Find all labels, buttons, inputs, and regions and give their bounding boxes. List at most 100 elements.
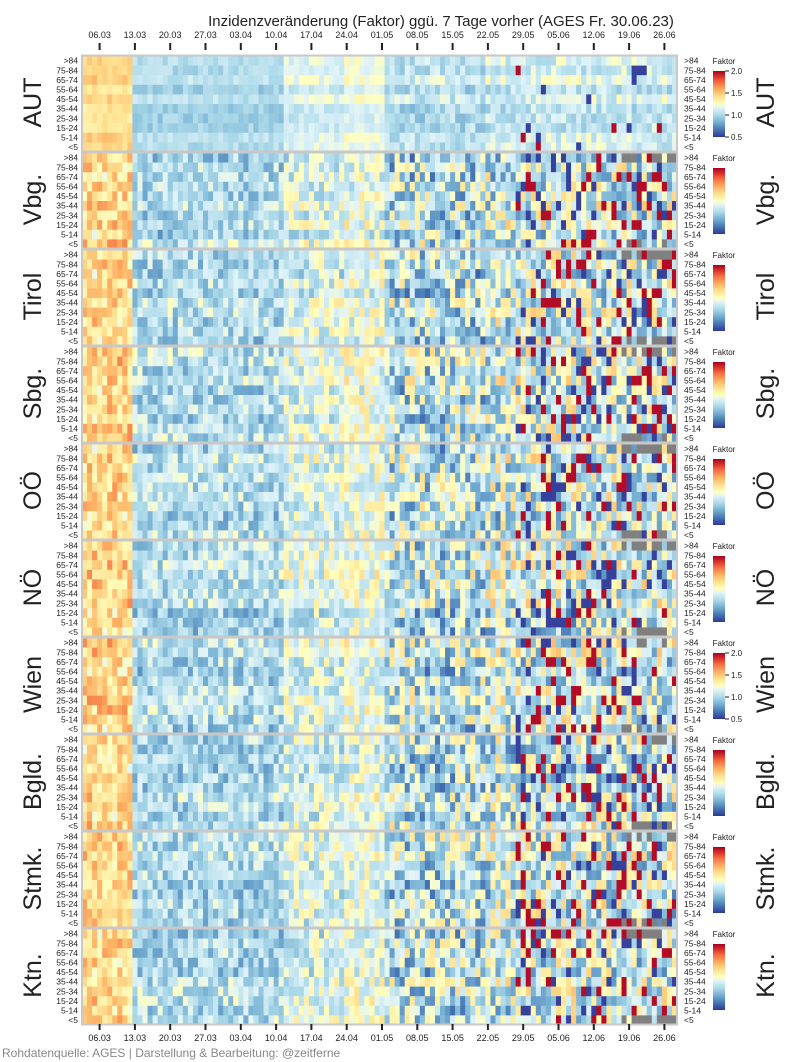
heatmap-cell: [298, 210, 305, 221]
heatmap-cell: [545, 366, 552, 377]
age-label-left: 45-54: [56, 385, 78, 395]
heatmap-cell: [288, 317, 295, 328]
heatmap-cell: [576, 229, 582, 240]
heatmap-cell: [555, 56, 562, 66]
heatmap-cell: [429, 259, 436, 270]
heatmap-cell: [480, 201, 486, 211]
heatmap-cell: [540, 56, 547, 66]
heatmap-cell: [238, 181, 244, 192]
heatmap-cell: [213, 288, 219, 299]
heatmap-cell: [349, 336, 355, 347]
heatmap-cell: [213, 423, 219, 434]
heatmap-cell: [626, 239, 632, 250]
heatmap-cell: [102, 191, 108, 202]
heatmap-cell: [273, 191, 279, 202]
heatmap-cell: [661, 191, 668, 202]
heatmap-cell: [112, 278, 118, 289]
heatmap-cell: [354, 172, 360, 183]
heatmap-cell: [545, 404, 552, 415]
heatmap-cell: [429, 336, 436, 347]
heatmap-cell: [434, 132, 441, 143]
heatmap-cell: [621, 326, 627, 337]
heatmap-cell: [258, 298, 264, 308]
heatmap-cell: [228, 336, 234, 347]
heatmap-cell: [510, 56, 516, 66]
heatmap-cell: [429, 366, 436, 377]
heatmap-cell: [258, 433, 264, 444]
heatmap-cell: [500, 317, 506, 328]
heatmap-cell: [92, 366, 98, 377]
heatmap-cell: [576, 375, 582, 386]
heatmap-cell: [177, 366, 184, 377]
heatmap-cell: [203, 278, 209, 289]
heatmap-cell: [268, 259, 274, 270]
heatmap-cell: [555, 94, 562, 105]
heatmap-cell: [142, 278, 148, 289]
heatmap-cell: [510, 75, 516, 86]
heatmap-cell: [455, 288, 461, 299]
heatmap-cell: [278, 269, 284, 280]
heatmap-cell: [308, 404, 315, 415]
heatmap-cell: [243, 132, 249, 143]
heatmap-cell: [288, 113, 295, 124]
heatmap-cell: [490, 307, 496, 318]
heatmap-cell: [208, 181, 214, 192]
heatmap-cell: [576, 414, 582, 425]
heatmap-cell: [515, 132, 521, 143]
heatmap-cell: [626, 162, 632, 173]
heatmap-cell: [298, 347, 305, 357]
heatmap-cell: [470, 172, 476, 183]
heatmap-cell: [394, 375, 400, 386]
heatmap-cell: [561, 229, 567, 240]
heatmap-cell: [313, 259, 320, 270]
heatmap-cell: [349, 317, 355, 328]
heatmap-cell: [344, 404, 350, 415]
heatmap-cell: [616, 385, 622, 396]
heatmap-cell: [364, 288, 370, 299]
heatmap-cell: [394, 395, 400, 405]
heatmap-cell: [278, 172, 284, 183]
heatmap-cell: [293, 162, 300, 173]
heatmap-cell: [107, 75, 113, 86]
heatmap-cell: [485, 210, 491, 221]
heatmap-cell: [278, 404, 284, 415]
heatmap-cell: [92, 414, 98, 425]
heatmap-cell: [394, 433, 400, 444]
heatmap-cell: [586, 94, 592, 105]
heatmap-cell: [288, 104, 295, 114]
heatmap-cell: [248, 220, 254, 231]
heatmap-cell: [87, 453, 93, 464]
heatmap-cell: [273, 201, 279, 211]
age-label-right: >84: [684, 250, 699, 260]
heatmap-cell: [192, 94, 199, 105]
heatmap-cell: [182, 414, 189, 425]
heatmap-cell: [258, 229, 264, 240]
heatmap-cell: [87, 162, 93, 173]
heatmap-cell: [500, 269, 506, 280]
age-label-left: 35-44: [56, 298, 78, 308]
heatmap-cell: [218, 153, 224, 163]
heatmap-cell: [510, 239, 516, 250]
heatmap-cell: [540, 269, 547, 280]
heatmap-cell: [102, 162, 108, 173]
heatmap-cell: [92, 423, 98, 434]
heatmap-cell: [258, 423, 264, 434]
heatmap-cell: [102, 172, 108, 183]
heatmap-cell: [329, 239, 335, 250]
heatmap-cell: [203, 414, 209, 425]
heatmap-cell: [450, 336, 456, 347]
heatmap-cell: [520, 395, 526, 405]
heatmap-cell: [571, 56, 577, 66]
heatmap-cell: [540, 123, 547, 134]
heatmap-cell: [122, 84, 128, 95]
heatmap-cell: [288, 259, 295, 270]
heatmap-cell: [631, 317, 637, 328]
heatmap-cell: [223, 113, 229, 124]
heatmap-cell: [137, 75, 143, 86]
heatmap-cell: [92, 94, 98, 105]
heatmap-cell: [233, 201, 239, 211]
heatmap-cell: [197, 65, 204, 76]
heatmap-cell: [288, 153, 295, 163]
heatmap-cell: [197, 347, 204, 357]
heatmap-cell: [460, 317, 466, 328]
